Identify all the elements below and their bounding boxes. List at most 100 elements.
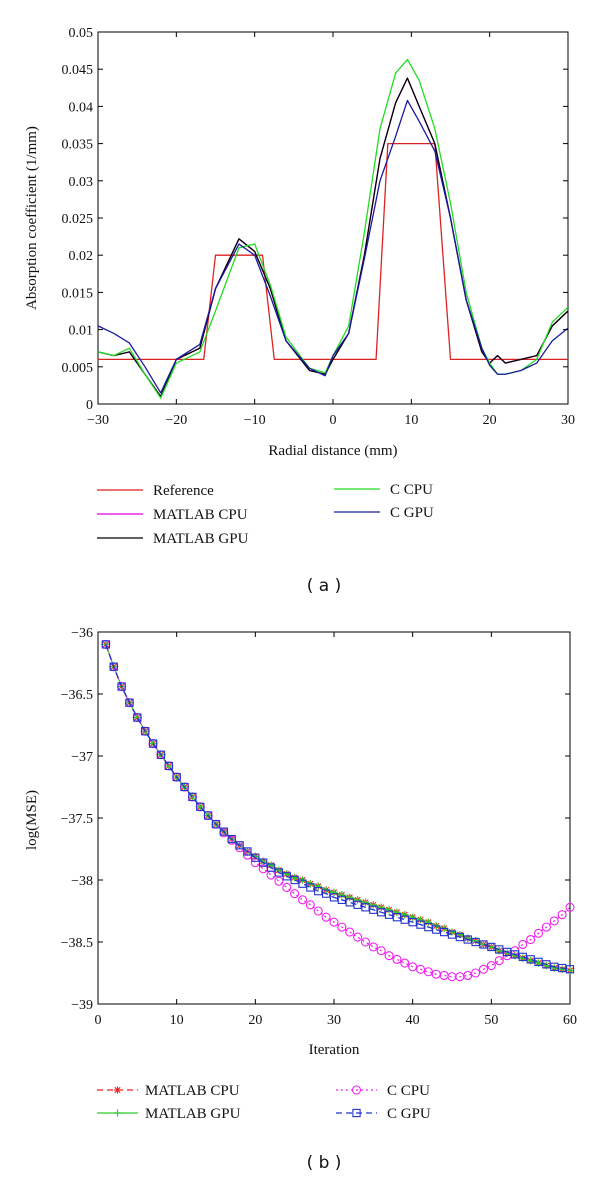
series-line-3 (97, 58, 569, 399)
data-point (243, 847, 252, 856)
chart-b-x-ticks: 0 10 20 30 40 50 60 (95, 632, 577, 1028)
data-point (251, 853, 260, 862)
data-point (565, 902, 575, 912)
data-point (534, 957, 543, 966)
y-tick-label: 0.025 (62, 212, 94, 227)
x-tick-label: −10 (244, 413, 266, 428)
legend-b-label-3: C GPU (387, 1106, 431, 1122)
series-line-3 (105, 644, 571, 970)
data-point (298, 879, 307, 888)
x-tick-label: 0 (330, 413, 337, 428)
y-tick-label: 0.02 (69, 249, 94, 264)
legend-b-label-1: MATLAB GPU (145, 1106, 241, 1122)
data-point (313, 906, 323, 916)
series-line-1 (97, 77, 569, 398)
data-point (408, 918, 417, 927)
data-point (196, 802, 205, 811)
y-tick-label: 0.045 (62, 63, 94, 78)
data-point (361, 903, 370, 912)
y-tick-label: 0 (86, 398, 93, 413)
x-tick-label: 20 (248, 1013, 262, 1028)
data-point (557, 963, 567, 973)
data-point (526, 955, 535, 964)
data-point (117, 682, 126, 691)
chart-b: −36 −36.5 −37 −37.5 −38 −38.5 −39 0 10 20 30 40 50 6… (24, 626, 577, 1173)
data-point (337, 922, 347, 932)
data-point (346, 893, 354, 901)
data-point (353, 900, 362, 909)
data-point (361, 898, 370, 906)
data-point (385, 906, 393, 914)
y-tick-label: 0.01 (69, 324, 94, 339)
x-tick-label: 30 (327, 1013, 341, 1028)
x-tick-label: 50 (484, 1013, 498, 1028)
data-point (393, 908, 401, 916)
data-point (494, 956, 504, 966)
data-point (102, 640, 110, 648)
chart-a-legend: Reference MATLAB CPU MATLAB GPU C CPU C … (97, 482, 434, 547)
data-point (345, 927, 355, 937)
data-point (329, 917, 339, 927)
chart-a-ylabel: Absorption coefficient (1/mm) (24, 126, 40, 310)
chart-a-y-ticks: 0 0.005 0.01 0.015 0.02 0.025 0.03 0.035 0.04 0.0… (62, 26, 568, 413)
data-point (321, 889, 331, 898)
data-point (188, 792, 197, 802)
data-point (439, 927, 449, 937)
legend-b-marker-shape-0 (113, 1086, 122, 1094)
data-point (282, 882, 292, 892)
data-point (369, 901, 377, 909)
data-point (227, 834, 236, 844)
y-tick-label: −39 (71, 998, 93, 1013)
legend-b-marker-shape-2 (351, 1085, 362, 1095)
x-tick-label: 0 (95, 1013, 102, 1028)
data-point (133, 713, 142, 722)
series-line-0 (98, 142, 568, 361)
data-point (432, 925, 441, 934)
data-point (125, 698, 134, 707)
data-point (148, 739, 158, 748)
data-point (479, 940, 488, 949)
data-point (282, 872, 291, 881)
legend-a-label-2: MATLAB GPU (153, 531, 249, 547)
data-point (211, 820, 221, 829)
x-tick-label: −20 (165, 413, 187, 428)
data-point (219, 827, 229, 836)
legend-b-marker-0 (113, 1086, 122, 1094)
legend-b-marker-shape-3 (352, 1108, 361, 1118)
data-point (510, 950, 520, 959)
data-point (526, 934, 536, 945)
data-point (447, 930, 457, 939)
data-point (180, 782, 189, 792)
y-tick-label: 0.005 (62, 361, 94, 376)
data-point (274, 876, 284, 886)
panel-label-b: ( b ) (307, 1153, 342, 1173)
data-point (274, 868, 284, 877)
legend-b-marker-1 (113, 1109, 122, 1117)
chart-b-ylabel: log(MSE) (24, 790, 40, 850)
data-point (565, 965, 575, 974)
y-tick-label: −37 (71, 750, 93, 765)
data-point (354, 896, 362, 904)
chart-b-xlabel: Iteration (309, 1042, 360, 1058)
data-point (306, 883, 315, 892)
data-point (156, 750, 166, 759)
y-tick-label: 0.03 (69, 175, 94, 190)
chart-b-legend: MATLAB CPU MATLAB GPU C CPU C GPU (97, 1083, 431, 1122)
data-point (141, 727, 150, 736)
data-point (329, 893, 339, 902)
data-point (495, 945, 504, 954)
data-point (172, 772, 181, 782)
x-tick-label: 60 (563, 1013, 577, 1028)
data-point (196, 803, 204, 811)
y-tick-label: −37.5 (61, 812, 93, 827)
y-tick-label: −38.5 (61, 936, 93, 951)
y-tick-label: −36.5 (61, 688, 93, 703)
data-point (409, 913, 417, 921)
data-point (518, 939, 528, 950)
x-tick-label: 40 (406, 1013, 420, 1028)
chart-a: 0 0.005 0.01 0.015 0.02 0.025 0.03 0.035 0.04 0.0… (24, 26, 575, 596)
data-point (266, 870, 276, 880)
data-point (415, 964, 426, 974)
data-point (384, 951, 394, 961)
